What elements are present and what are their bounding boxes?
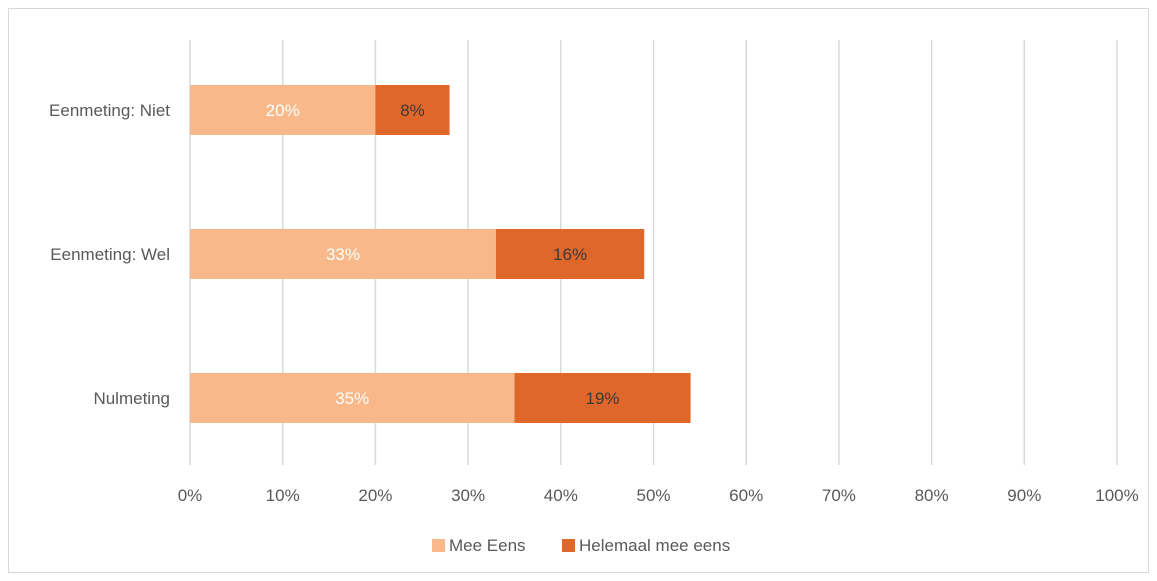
x-tick-label: 60% xyxy=(729,486,763,505)
legend-label: Helemaal mee eens xyxy=(579,536,730,555)
legend-swatch xyxy=(432,539,445,552)
y-category-label: Eenmeting: Wel xyxy=(50,245,170,264)
data-label: 33% xyxy=(326,245,360,264)
y-category-label: Nulmeting xyxy=(93,389,170,408)
bar-mee-eens xyxy=(190,373,515,423)
bar-mee-eens xyxy=(190,229,496,279)
x-tick-label: 10% xyxy=(266,486,300,505)
data-label: 16% xyxy=(553,245,587,264)
x-tick-label: 100% xyxy=(1095,486,1138,505)
x-tick-label: 50% xyxy=(636,486,670,505)
x-tick-label: 20% xyxy=(358,486,392,505)
legend-swatch xyxy=(562,539,575,552)
legend-label: Mee Eens xyxy=(449,536,526,555)
y-category-label: Eenmeting: Niet xyxy=(49,101,170,120)
bar-mee-eens xyxy=(190,85,376,135)
bar-helemaal-mee-eens xyxy=(514,373,691,423)
x-tick-label: 0% xyxy=(178,486,203,505)
x-tick-label: 80% xyxy=(915,486,949,505)
x-tick-label: 40% xyxy=(544,486,578,505)
data-label: 35% xyxy=(335,389,369,408)
data-label: 20% xyxy=(266,101,300,120)
data-label: 19% xyxy=(585,389,619,408)
x-tick-label: 90% xyxy=(1007,486,1041,505)
x-tick-label: 70% xyxy=(822,486,856,505)
data-label: 8% xyxy=(400,101,425,120)
bar-helemaal-mee-eens xyxy=(375,85,450,135)
bar-helemaal-mee-eens xyxy=(495,229,645,279)
x-tick-label: 30% xyxy=(451,486,485,505)
